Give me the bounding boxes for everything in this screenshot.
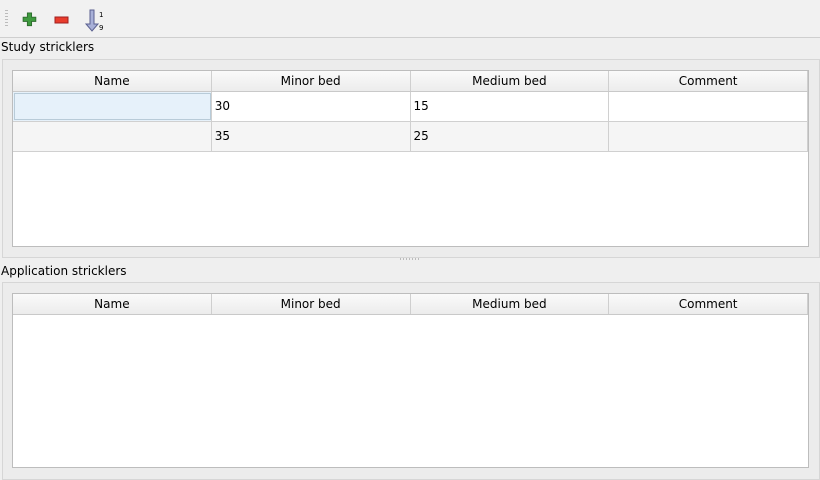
- column-header-name[interactable]: Name: [13, 71, 212, 91]
- add-button[interactable]: [18, 8, 40, 30]
- splitter-handle[interactable]: [400, 258, 420, 260]
- cell-minor-bed[interactable]: 30: [212, 92, 411, 121]
- table-row[interactable]: 30 15: [13, 92, 808, 122]
- study-table-header: Name Minor bed Medium bed Comment: [13, 71, 808, 92]
- svg-text:1: 1: [99, 11, 103, 19]
- column-header-minor-bed[interactable]: Minor bed: [212, 71, 411, 91]
- cell-name[interactable]: [13, 92, 212, 121]
- cell-minor-bed[interactable]: 35: [212, 122, 411, 151]
- application-table-header: Name Minor bed Medium bed Comment: [13, 294, 808, 315]
- toolbar-grip[interactable]: [5, 10, 8, 27]
- cell-comment[interactable]: [609, 122, 808, 151]
- plus-icon: [22, 12, 37, 27]
- cell-medium-bed[interactable]: 25: [411, 122, 610, 151]
- column-header-medium-bed[interactable]: Medium bed: [411, 294, 610, 314]
- column-header-minor-bed[interactable]: Minor bed: [212, 294, 411, 314]
- column-header-comment[interactable]: Comment: [609, 71, 808, 91]
- sort-ascending-icon: 19: [84, 9, 103, 32]
- study-table[interactable]: Name Minor bed Medium bed Comment 30 15 …: [12, 70, 809, 247]
- application-table[interactable]: Name Minor bed Medium bed Comment: [12, 293, 809, 468]
- study-section-label: Study stricklers: [1, 40, 95, 54]
- remove-button[interactable]: [51, 8, 73, 30]
- cell-name[interactable]: [13, 122, 212, 151]
- column-header-name[interactable]: Name: [13, 294, 212, 314]
- cell-medium-bed[interactable]: 15: [411, 92, 610, 121]
- table-row[interactable]: 35 25: [13, 122, 808, 152]
- cell-comment[interactable]: [609, 92, 808, 121]
- svg-text:9: 9: [99, 24, 103, 32]
- column-header-comment[interactable]: Comment: [609, 294, 808, 314]
- column-header-medium-bed[interactable]: Medium bed: [411, 71, 610, 91]
- minus-icon: [54, 16, 69, 24]
- application-section-label: Application stricklers: [1, 264, 127, 278]
